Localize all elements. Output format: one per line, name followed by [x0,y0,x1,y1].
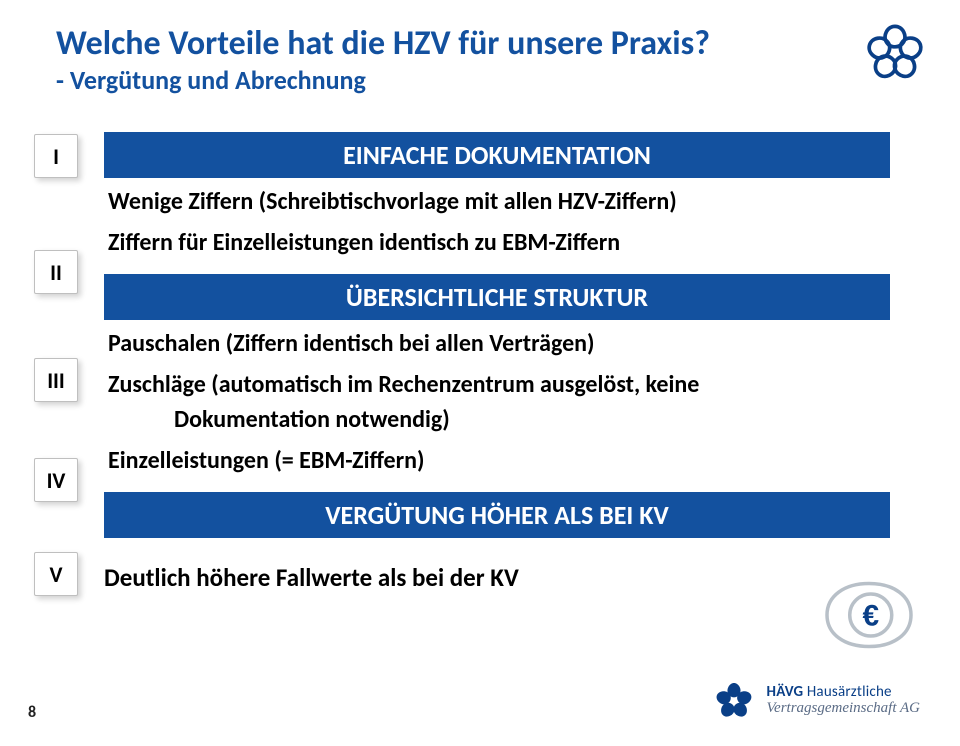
content: I II III IV V EINFACHE DOKUMENTATION Wen… [40,132,920,593]
section-heading-3: VERGÜTUNG HÖHER ALS BEI KV [104,492,890,538]
section2-line2b: Dokumentation notwendig) [104,402,890,437]
footer-brand-line2: Vertragsgemeinschaft AG [767,701,920,717]
marker-iv: IV [34,458,78,502]
slide: Welche Vorteile hat die HZV für unsere P… [0,0,960,746]
svg-text:€: € [862,600,879,633]
brand-flower-icon [864,22,926,89]
euro-icon: € [824,580,914,648]
footer-brand: HÄVG Hausärztliche Vertragsgemeinschaft … [711,678,920,724]
marker-iii: III [34,358,78,402]
footer-brand-line1b: Hausärztliche [807,683,892,701]
marker-ii: II [34,250,78,294]
brand-flower-icon-small [711,678,757,724]
header: Welche Vorteile hat die HZV für unsere P… [40,24,920,96]
page-title: Welche Vorteile hat die HZV für unsere P… [56,24,920,63]
section2-line2a: Zuschläge (automatisch im Rechenzentrum … [104,367,890,402]
section1-line1: Wenige Ziffern (Schreibtischvorlage mit … [104,184,890,219]
footer-brand-text: HÄVG Hausärztliche Vertragsgemeinschaft … [767,685,920,717]
main-column: EINFACHE DOKUMENTATION Wenige Ziffern (S… [104,132,890,593]
section1-line2: Ziffern für Einzelleistungen identisch z… [104,225,890,260]
page-number: 8 [28,703,36,722]
section-heading-1: EINFACHE DOKUMENTATION [104,132,890,178]
marker-i: I [34,134,78,178]
footer-brand-line1a: HÄVG [767,683,804,701]
page-subtitle: - Vergütung und Abrechnung [56,65,920,96]
section3-line1: Deutlich höhere Fallwerte als bei der KV [104,562,890,593]
section2-line3: Einzelleistungen (= EBM-Ziffern) [104,443,890,478]
section2-line1: Pauschalen (Ziffern identisch bei allen … [104,326,890,361]
section-heading-2: ÜBERSICHTLICHE STRUKTUR [104,274,890,320]
marker-v: V [34,552,78,596]
